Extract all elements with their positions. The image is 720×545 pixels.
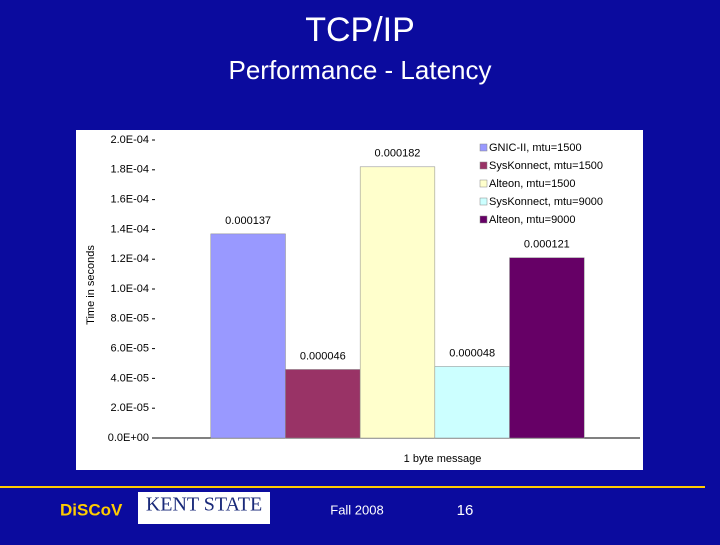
legend-label: SysKonnect, mtu=9000 (489, 196, 603, 208)
data-label: 0.000121 (524, 239, 570, 251)
legend-swatch (479, 197, 488, 206)
bar (509, 257, 585, 439)
y-tick-label: 4.0E-05 (110, 372, 149, 384)
y-tick-label: 1.8E-04 (110, 164, 149, 176)
legend-swatch (479, 179, 488, 188)
footer-term: Fall 2008 (330, 502, 383, 517)
legend-label: GNIC-II, mtu=1500 (489, 142, 582, 154)
bar (210, 233, 286, 439)
data-label: 0.000182 (375, 148, 421, 160)
bar (359, 166, 436, 439)
y-tick-label: 6.0E-05 (110, 343, 149, 355)
footer-brand: DiSCoV (60, 500, 123, 519)
page-number: 16 (457, 502, 474, 519)
legend-label: Alteon, mtu=9000 (489, 214, 576, 226)
legend-swatch (479, 143, 488, 152)
logo-box (138, 492, 270, 524)
legend-label: SysKonnect, mtu=1500 (489, 160, 603, 172)
y-tick-label: 8.0E-05 (110, 313, 149, 325)
y-tick-label: 1.0E-04 (110, 283, 149, 295)
y-axis-label: Time in seconds (85, 245, 97, 325)
legend-swatch (479, 161, 488, 170)
legend-label: Alteon, mtu=1500 (489, 178, 576, 190)
data-label: 0.000046 (300, 350, 346, 362)
y-tick-label: 1.2E-04 (110, 253, 149, 265)
y-tick-label: 1.6E-04 (110, 194, 149, 206)
y-tick-label: 2.0E-05 (110, 402, 149, 414)
slide-title: TCP/IP (305, 11, 415, 49)
data-label: 0.000137 (225, 215, 271, 227)
x-axis-label: 1 byte message (404, 453, 482, 465)
data-label: 0.000048 (449, 347, 495, 359)
y-tick-label: 0.0E+00 (108, 432, 149, 444)
slide-subtitle: Performance - Latency (228, 55, 491, 85)
bar (285, 369, 361, 439)
legend-swatch (479, 215, 488, 224)
bar (434, 366, 510, 439)
y-tick-label: 2.0E-04 (110, 134, 149, 146)
logo-text: KENT STATE (146, 494, 262, 516)
y-tick-label: 1.4E-04 (110, 223, 149, 235)
